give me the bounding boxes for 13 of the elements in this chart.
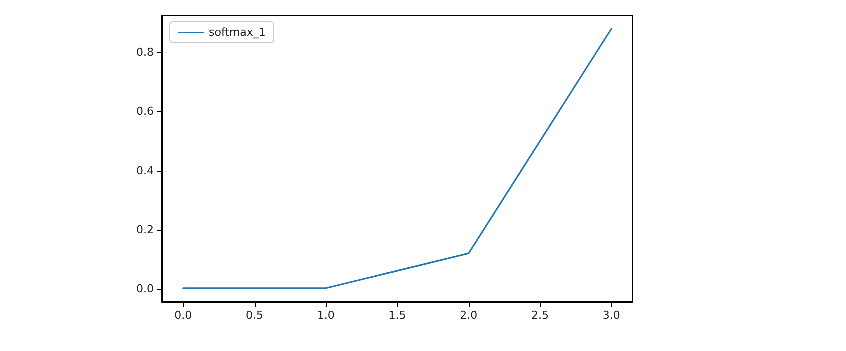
- y-tick-label: 0.4: [136, 164, 154, 178]
- legend-label: softmax_1: [209, 26, 266, 39]
- x-tick-label: 2.0: [460, 309, 478, 322]
- x-tick-label: 0.5: [246, 309, 264, 322]
- x-tick-label: 1.5: [388, 309, 406, 322]
- y-tick-label: 0.0: [136, 282, 154, 296]
- y-tick-label: 0.6: [136, 105, 154, 118]
- x-tick-label: 1.0: [317, 309, 335, 322]
- y-tick-label: 0.8: [136, 46, 154, 60]
- x-tick-label: 3.0: [602, 309, 620, 322]
- y-tick-label: 0.2: [136, 223, 154, 236]
- x-tick-label: 0.0: [174, 309, 192, 322]
- x-tick-label: 2.5: [531, 309, 549, 322]
